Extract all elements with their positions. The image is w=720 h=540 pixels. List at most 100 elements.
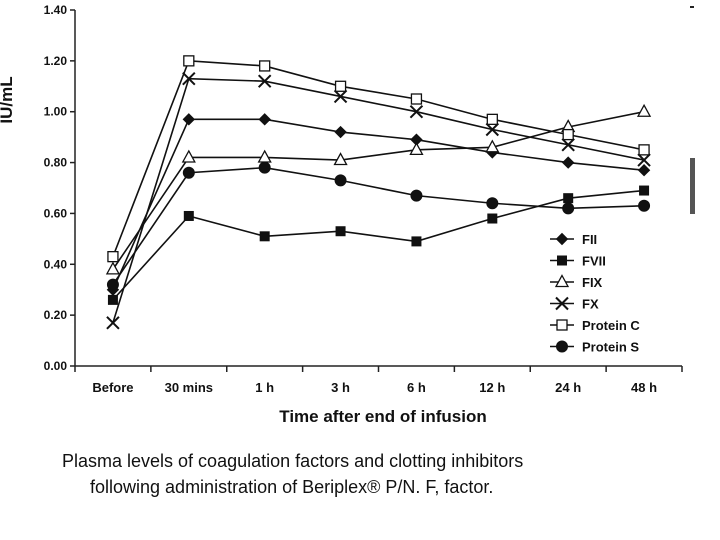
data-point-fii: [334, 125, 347, 139]
x-tick-label: 12 h: [479, 380, 505, 395]
y-tick-label: 1.00: [44, 105, 68, 119]
data-point-fx: [561, 138, 575, 152]
legend-label-fii: FII: [582, 232, 597, 247]
legend-marker-fix: [554, 274, 570, 288]
chart-legend: FII FVII FIX FX Protein C Protein S: [550, 232, 640, 355]
data-point-fvii: [563, 193, 574, 204]
series-line-fii: [112, 118, 645, 291]
data-point-fx: [106, 316, 120, 330]
x-tick-label: Before: [92, 380, 133, 395]
series-line-fix: [112, 110, 645, 270]
data-point-fx: [409, 105, 424, 119]
x-marker-stroke: [555, 296, 569, 311]
figure-caption: Plasma levels of coagulation factors and…: [62, 448, 702, 500]
x-axis-label: Time after end of infusion: [279, 407, 486, 426]
data-point-fix: [257, 149, 272, 163]
x-marker-stroke: [485, 122, 500, 137]
data-point-fvii: [259, 231, 270, 242]
data-point-fvii: [639, 185, 650, 196]
y-tick-label: 0.40: [44, 257, 68, 271]
data-point-fix: [485, 139, 500, 153]
x-tick-label: 6 h: [407, 380, 426, 395]
data-point-fx: [333, 89, 348, 104]
x-tick-label: 48 h: [631, 380, 657, 395]
legend-marker-protein-s: [556, 340, 568, 353]
caption-line-2: following administration of Beriplex® P/…: [90, 477, 494, 497]
y-tick-label: 0.60: [44, 206, 68, 220]
data-point-protein-c: [638, 144, 650, 156]
legend-item-protein-s: Protein S: [550, 340, 639, 355]
data-point-fx: [182, 71, 196, 86]
data-point-fix: [105, 261, 121, 275]
y-tick-label: 0.20: [44, 308, 68, 322]
legend-label-fx: FX: [582, 297, 599, 312]
data-point-protein-c: [334, 80, 347, 92]
legend-marker-protein-c: [556, 319, 568, 331]
legend-label-protein-s: Protein S: [582, 340, 639, 355]
data-point-fx: [637, 153, 651, 167]
data-point-protein-s: [182, 166, 195, 179]
legend-marker-fii: [555, 232, 569, 246]
data-point-fix: [636, 103, 652, 117]
edge-mark-side: [690, 158, 695, 214]
data-point-protein-s: [562, 202, 575, 215]
data-point-protein-s: [106, 278, 119, 291]
x-tick-label: 3 h: [331, 380, 350, 395]
x-tick-label: 30 mins: [165, 380, 213, 395]
series-line-protein-c: [112, 60, 645, 257]
data-point-protein-c: [259, 60, 271, 72]
data-point-protein-s: [486, 197, 499, 210]
legend-item-fii: FII: [550, 232, 597, 247]
legend-marker-fvii: [557, 255, 567, 266]
data-point-protein-c: [562, 128, 574, 141]
x-tick-label: 1 h: [255, 380, 274, 395]
data-point-fii: [182, 113, 196, 126]
data-point-protein-c: [107, 251, 119, 263]
legend-label-fvii: FVII: [582, 254, 606, 269]
series-line-fx: [112, 77, 645, 324]
x-tick-label: 24 h: [555, 380, 581, 395]
data-point-fix: [181, 149, 196, 163]
legend-item-fx: FX: [550, 297, 599, 312]
data-point-fvii: [107, 294, 118, 305]
data-point-fvii: [487, 213, 498, 224]
data-point-protein-c: [486, 113, 498, 125]
edge-mark-top: [690, 6, 694, 8]
legend-label-fix: FIX: [582, 275, 603, 290]
y-axis-ticks: 0.00 0.20 0.40 0.60 0.80 1.00 1.20 1.40: [44, 3, 75, 373]
legend-marker-fx: [555, 296, 569, 311]
data-point-fvii: [335, 226, 346, 237]
y-axis-label: IU/mL: [0, 76, 16, 123]
y-tick-label: 0.00: [44, 359, 68, 373]
x-marker-stroke: [333, 89, 348, 104]
data-point-fx: [485, 122, 500, 137]
data-point-fix: [333, 152, 348, 166]
chart-series: [105, 55, 652, 330]
series-line-fvii: [112, 189, 645, 301]
series-fx: [106, 71, 651, 330]
x-marker-stroke: [106, 316, 120, 330]
caption-line-1: Plasma levels of coagulation factors and…: [62, 451, 524, 471]
x-marker-stroke: [409, 105, 424, 119]
data-point-protein-s: [258, 161, 271, 174]
series-protein-c: [107, 55, 650, 263]
data-point-fii: [561, 156, 575, 169]
data-point-fvii: [411, 236, 422, 247]
y-tick-label: 1.40: [44, 3, 68, 17]
data-point-fx: [257, 74, 272, 88]
data-point-protein-s: [638, 199, 651, 212]
legend-item-fix: FIX: [550, 274, 603, 290]
series-protein-s: [106, 161, 651, 291]
data-point-protein-c: [183, 55, 195, 67]
x-marker-stroke: [637, 153, 651, 167]
y-tick-label: 1.20: [44, 54, 68, 68]
x-marker-stroke: [257, 74, 272, 88]
data-point-fvii: [183, 210, 194, 221]
x-marker-stroke: [561, 138, 575, 152]
data-point-fii: [637, 163, 651, 177]
series-fvii: [107, 185, 650, 305]
line-chart: 0.00 0.20 0.40 0.60 0.80 1.00 1.20 1.40 Before 3…: [0, 3, 683, 426]
legend-item-protein-c: Protein C: [550, 318, 640, 333]
x-marker-stroke: [182, 71, 196, 86]
series-line-protein-s: [112, 166, 645, 286]
